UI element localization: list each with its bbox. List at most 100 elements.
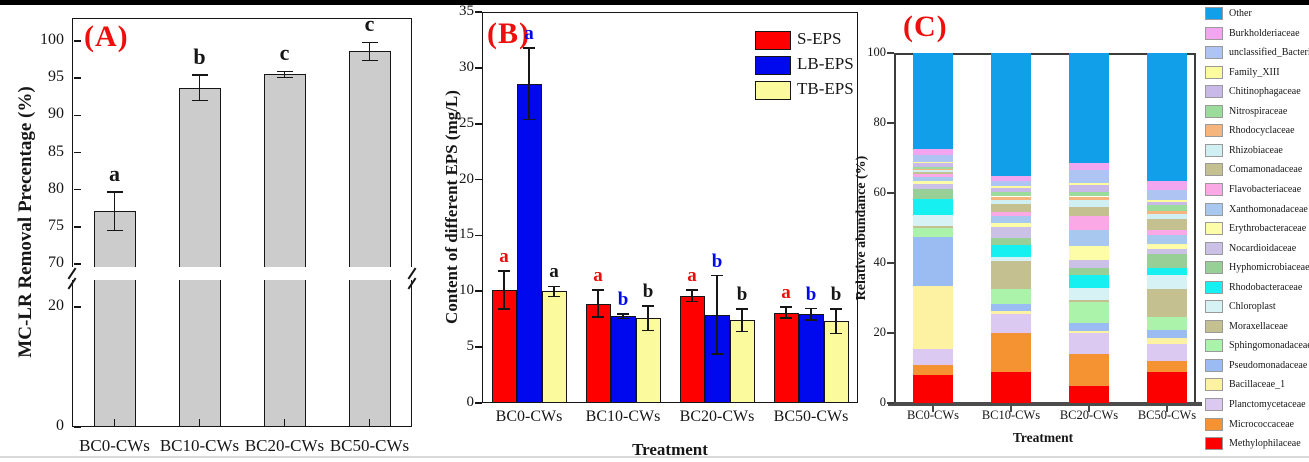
- panel-b-error-bar: [647, 305, 649, 331]
- panel-a-bar: [93, 211, 136, 427]
- panel-c-legend-label: Moraxellaceae: [1229, 320, 1288, 332]
- panel-c-segment-Rhodobacteraceae: [991, 244, 1031, 258]
- panel-c-segment-Rhodocyclaceae: [991, 196, 1031, 200]
- panel-c-segment-Nitrospiraceae: [1147, 205, 1187, 211]
- panel-c-segment-Moraxellaceae: [1069, 299, 1109, 302]
- panel-b-sig-letter: a: [687, 265, 697, 287]
- panel-a-x-tick: [368, 419, 371, 427]
- panel-c-segment-Family_XIII: [1069, 182, 1109, 186]
- panel-a-sig-letter: a: [109, 160, 120, 186]
- panel-c-segment-unclassified_Bacteria: [1069, 170, 1109, 183]
- panel-c-legend-label: Micrococcaceae: [1229, 418, 1294, 430]
- panel-c-segment-Hyphomicrobiaceae: [991, 237, 1031, 245]
- panel-b-sig-letter: a: [524, 22, 534, 44]
- panel-c-legend-label: Chitinophagaceae: [1229, 86, 1301, 98]
- panel-c-y-tick: [887, 332, 894, 334]
- panel-a-sig-letter: c: [279, 40, 290, 66]
- panel-c-legend-label: Nocardioidaceae: [1229, 242, 1297, 254]
- panel-c-y-tick-label: 100: [867, 45, 886, 59]
- panel-c-x-tick: [1166, 405, 1168, 412]
- panel-c-segment-Nocardioidaceae: [991, 227, 1031, 238]
- panel-c-segment-Hyphomicrobiaceae: [1069, 268, 1109, 276]
- panel-a-error-bar: [198, 75, 201, 101]
- panel-b-x-tick-label: BC50-CWs: [773, 408, 849, 425]
- panel-c-segment-unclassified_Bacteria: [1147, 189, 1187, 200]
- panel-c-legend-swatch: [1205, 182, 1223, 196]
- panel-b-y-tick-label: 10: [459, 282, 474, 299]
- panel-c-segment-Pseudomonadaceae: [991, 304, 1031, 312]
- panel-c-segment-Micrococcaceae: [1147, 361, 1187, 372]
- panel-c-legend-swatch: [1205, 7, 1223, 20]
- panel-a-y-tick-label: 80: [48, 179, 64, 197]
- panel-b-legend-label: LB-EPS: [797, 54, 854, 73]
- panel-b-error-cap: [780, 317, 792, 319]
- panel-c-segment-Chloroplast: [1069, 287, 1109, 300]
- panel-c-segment-Hyphomicrobiaceae: [913, 188, 953, 200]
- panel-b-sig-letter: b: [711, 250, 723, 272]
- panel-a-error-cap: [361, 59, 378, 62]
- panel-c-bottom-axis: [888, 402, 1202, 406]
- panel-a-y-tick-label: 75: [48, 216, 64, 234]
- panel-b-y-tick: [475, 402, 482, 404]
- panel-b-error-cap: [592, 316, 604, 318]
- panel-b-error-cap: [805, 307, 817, 310]
- panel-c-segment-Comamonadaceae: [1147, 219, 1187, 230]
- panel-b-error-cap: [548, 295, 560, 298]
- panel-b-sig-letter: a: [499, 246, 509, 268]
- panel-b-sig-letter: a: [781, 281, 791, 303]
- panel-c-legend-swatch: [1205, 339, 1223, 353]
- panel-c-legend-label: Rhizobiaceae: [1229, 144, 1283, 156]
- panel-c-segment-Nitrospiraceae: [913, 166, 953, 169]
- panel-a-error-cap: [276, 76, 293, 79]
- panel-a-x-tick-label: BC0-CWs: [79, 436, 150, 455]
- panel-a-x-tick-label: BC50-CWs: [329, 436, 410, 455]
- panel-c-segment-Chitinophagaceae: [1069, 185, 1109, 193]
- panel-c-segment-Bacillaceae_1: [991, 311, 1031, 314]
- panel-b-error-cap: [780, 306, 792, 308]
- panel-b-error-cap: [642, 305, 654, 307]
- panel-b-error-bar: [716, 275, 718, 354]
- panel-c-legend-label: Other: [1229, 8, 1252, 19]
- panel-a-y-tick: [73, 77, 81, 79]
- panel-c-segment-Burkholderiaceae: [913, 149, 953, 155]
- panel-b-legend-label: TB-EPS: [797, 79, 854, 98]
- panel-a-label: (A): [84, 20, 129, 53]
- panel-c-legend-swatch: [1205, 261, 1223, 275]
- panel-a-x-tick: [113, 419, 116, 427]
- panel-c-segment-Flavobacteriaceae: [1069, 215, 1109, 230]
- panel-c-segment-Other: [913, 53, 953, 150]
- panel-b-error-cap: [642, 329, 654, 332]
- panel-c-segment-Bacillaceae_1: [1147, 338, 1187, 344]
- panel-b-plot-frame: [482, 12, 858, 403]
- panel-c-legend-swatch: [1205, 104, 1223, 118]
- panel-c-segment-Nocardioidaceae: [1147, 249, 1187, 255]
- panel-c-segment-Nocardioidaceae: [1069, 259, 1109, 269]
- panel-c-segment-Erythrobacteraceae: [1069, 245, 1109, 260]
- panel-c-legend-label: Erythrobacteraceae: [1229, 223, 1307, 235]
- panel-c-segment-Burkholderiaceae: [1147, 180, 1187, 190]
- panel-c-segment-Flavobacteriaceae: [991, 212, 1031, 216]
- panel-b-bar: [679, 295, 705, 403]
- panel-b-error-bar: [503, 271, 505, 310]
- panel-c-left-axis: [894, 53, 896, 403]
- panel-a-y-tick-label: 0: [56, 417, 64, 434]
- panel-c-segment-Rhodocyclaceae: [1069, 196, 1109, 200]
- panel-c-segment-Micrococcaceae: [913, 364, 953, 375]
- panel-c-right-frame: [1194, 53, 1196, 403]
- panel-b-error-bar: [785, 306, 787, 319]
- panel-c-segment-Planctomycetaceae: [991, 313, 1031, 333]
- panel-c-x-tick: [932, 405, 934, 412]
- panel-c-legend-swatch: [1205, 241, 1223, 255]
- panel-b-bar: [773, 312, 799, 403]
- panel-c-segment-Planctomycetaceae: [1069, 333, 1109, 354]
- panel-c-segment-Erythrobacteraceae: [913, 180, 953, 184]
- panel-b-error-bar: [810, 308, 812, 320]
- panel-b-error-bar: [528, 47, 530, 120]
- panel-c-legend-label: Sphingomonadaceae: [1229, 340, 1309, 352]
- panel-a-x-tick: [198, 419, 201, 427]
- panel-c-segment-Rhodocyclaceae: [913, 168, 953, 171]
- panel-c-legend-swatch: [1205, 163, 1223, 177]
- panel-a-y-tick: [73, 226, 81, 228]
- panel-a-y-tick: [73, 306, 81, 308]
- panel-b-error-cap: [711, 353, 723, 355]
